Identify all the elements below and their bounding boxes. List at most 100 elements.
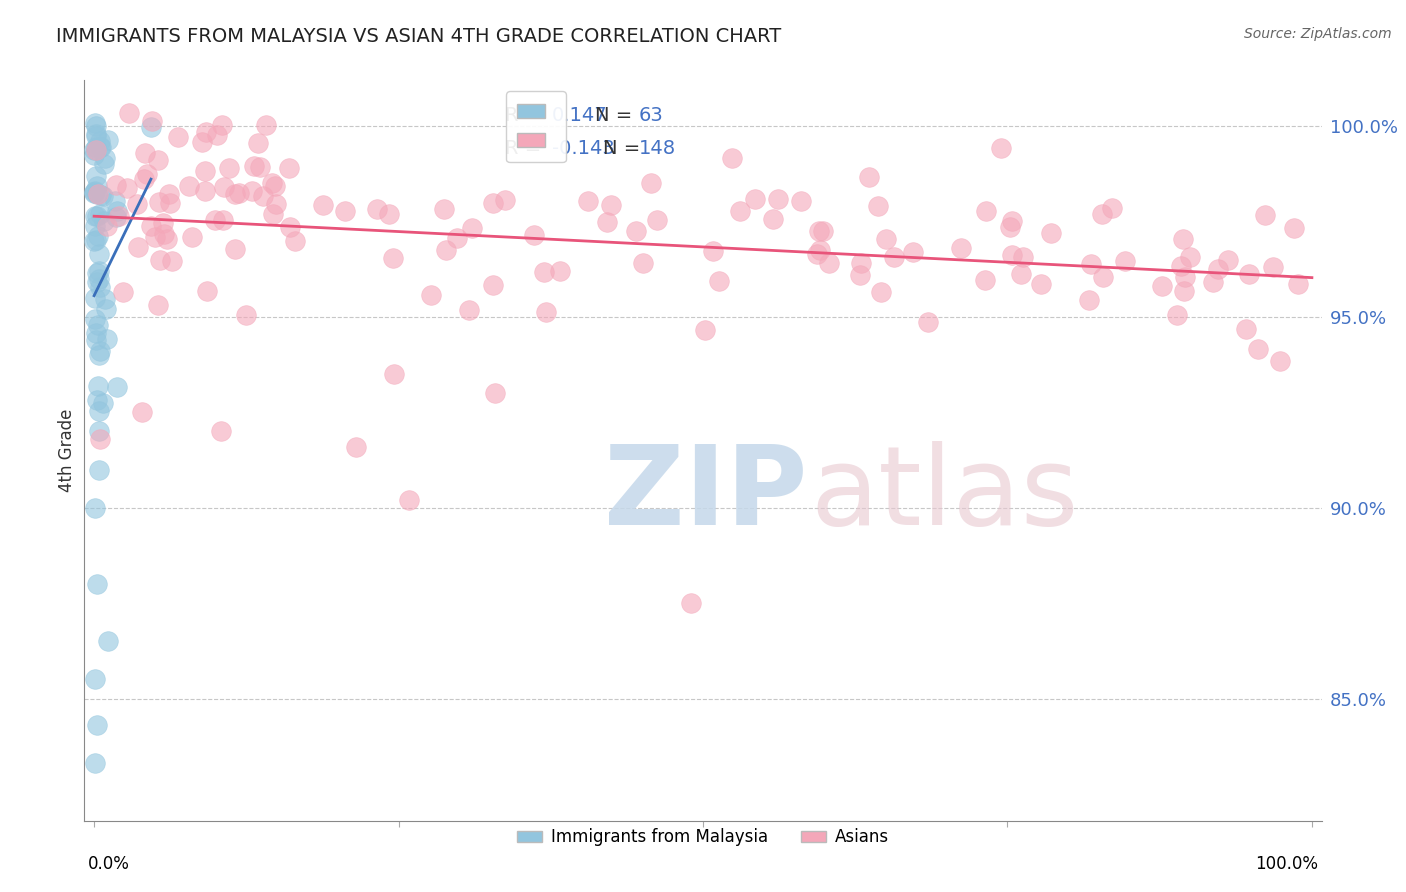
Point: [86, 393, 108, 408]
Point: [84, 219, 107, 234]
Point: [707, 274, 730, 288]
Text: N =: N =: [603, 139, 647, 158]
Point: [1236, 322, 1258, 336]
Point: [224, 242, 246, 256]
Point: [1170, 260, 1192, 274]
Point: [212, 179, 235, 194]
Point: [148, 194, 170, 209]
Point: [84, 116, 107, 130]
Point: [96, 302, 118, 317]
Point: [194, 164, 217, 178]
Point: [84, 119, 107, 133]
Point: [209, 425, 232, 439]
Point: [83, 148, 105, 162]
Point: [83, 143, 105, 157]
Text: 63: 63: [638, 106, 664, 125]
Point: [228, 186, 250, 200]
Point: [247, 136, 270, 150]
Point: [883, 251, 905, 265]
Text: 0.147: 0.147: [553, 106, 607, 125]
Point: [868, 199, 890, 213]
Point: [858, 169, 880, 184]
Point: [284, 234, 307, 248]
Point: [1091, 270, 1114, 285]
Point: [89, 432, 111, 446]
Point: [482, 196, 505, 211]
Point: [89, 280, 111, 294]
Point: [1246, 342, 1268, 356]
Point: [96, 219, 118, 233]
Point: [436, 243, 458, 257]
Point: [1012, 250, 1035, 264]
Point: [105, 178, 128, 192]
Point: [398, 493, 420, 508]
Point: [179, 178, 201, 193]
Point: [107, 209, 129, 223]
Point: [86, 718, 108, 732]
Point: [86, 275, 108, 289]
Point: [224, 186, 246, 201]
Point: [457, 302, 479, 317]
Text: 0.0%: 0.0%: [89, 855, 129, 873]
Point: [89, 207, 111, 221]
Point: [89, 462, 111, 476]
Point: [159, 196, 181, 211]
Point: [378, 207, 401, 221]
Point: [83, 186, 105, 200]
Point: [262, 207, 284, 221]
Point: [86, 187, 108, 202]
Point: [87, 425, 110, 439]
Point: [205, 128, 228, 143]
Point: [96, 332, 118, 346]
Point: [808, 243, 831, 257]
Point: [84, 756, 107, 771]
Point: [381, 251, 404, 265]
Text: ZIP: ZIP: [605, 442, 807, 549]
Point: [112, 285, 135, 300]
Text: 100.0%: 100.0%: [1256, 855, 1317, 873]
Point: [84, 326, 107, 340]
Point: [89, 343, 111, 358]
Point: [249, 160, 271, 174]
Text: R =: R =: [505, 106, 547, 125]
Point: [97, 634, 120, 648]
Point: [808, 224, 831, 238]
Point: [84, 233, 107, 247]
Point: [254, 119, 277, 133]
Point: [1114, 253, 1136, 268]
Point: [818, 256, 841, 270]
Point: [89, 140, 111, 154]
Point: [990, 141, 1012, 155]
Point: [104, 194, 127, 208]
Point: [141, 113, 163, 128]
Point: [695, 323, 717, 337]
Point: [484, 386, 506, 401]
Point: [548, 264, 571, 278]
Point: [240, 184, 263, 198]
Point: [1286, 277, 1309, 291]
Point: [87, 187, 110, 202]
Text: 148: 148: [638, 139, 676, 158]
Point: [576, 194, 599, 208]
Point: [83, 500, 105, 515]
Point: [849, 268, 872, 283]
Point: [534, 305, 557, 319]
Point: [146, 298, 169, 312]
Point: [131, 405, 153, 419]
Point: [901, 245, 924, 260]
Text: R =: R =: [505, 139, 547, 158]
Point: [806, 247, 828, 261]
Text: atlas: atlas: [811, 442, 1080, 549]
Point: [127, 240, 149, 254]
Point: [84, 291, 107, 305]
Point: [86, 577, 108, 591]
Point: [446, 231, 468, 245]
Point: [1001, 214, 1024, 228]
Point: [875, 232, 897, 246]
Point: [1080, 257, 1102, 271]
Point: [89, 271, 111, 285]
Point: [335, 203, 357, 218]
Point: [125, 196, 148, 211]
Point: [728, 203, 751, 218]
Point: [260, 176, 283, 190]
